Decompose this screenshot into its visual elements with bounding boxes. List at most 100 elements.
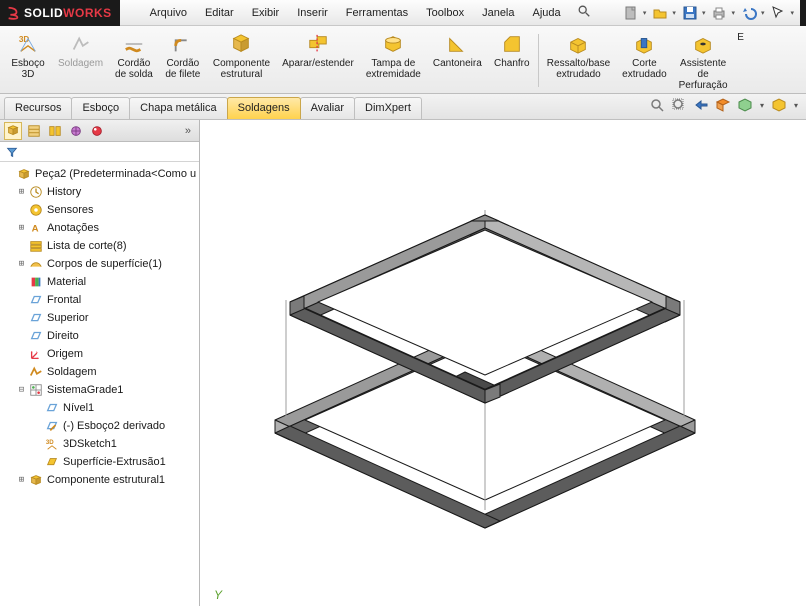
fm-expand-icon[interactable]: » — [181, 125, 195, 137]
tree-node[interactable]: Origem — [2, 345, 199, 363]
ribbon-cordao-filete[interactable]: Cordão de filete — [159, 28, 207, 93]
hole-icon — [691, 32, 715, 56]
menu-toolbox[interactable]: Toolbox — [418, 5, 472, 21]
tab-avaliar[interactable]: Avaliar — [300, 97, 355, 119]
twisty-icon[interactable]: ⊞ — [16, 223, 27, 233]
ribbon-hole-wizard[interactable]: Assistente de Perfuração — [673, 28, 734, 93]
ribbon-cantoneira[interactable]: Cantoneira — [427, 28, 488, 93]
tab-recursos[interactable]: Recursos — [4, 97, 72, 119]
undo-icon[interactable] — [741, 5, 757, 21]
tab-chapa-metalica[interactable]: Chapa metálica — [129, 97, 227, 119]
chamfer-icon — [500, 32, 524, 56]
display-dropdown-icon[interactable]: ▾ — [758, 96, 766, 114]
search-icon[interactable] — [577, 4, 591, 21]
twisty-icon[interactable]: ⊞ — [16, 475, 27, 485]
ribbon-aparar-estender[interactable]: Aparar/estender — [276, 28, 360, 93]
ribbon-tampa-extremidade[interactable]: Tampa de extremidade — [360, 28, 427, 93]
feature-tree: Peça2 (Predeterminada<Como u ⊞ History Sen… — [0, 162, 199, 606]
menu-editar[interactable]: Editar — [197, 5, 242, 21]
tree-node[interactable]: Frontal — [2, 291, 199, 309]
tree-node[interactable]: Superior — [2, 309, 199, 327]
tree-root[interactable]: Peça2 (Predeterminada<Como u — [2, 165, 199, 183]
tree-node[interactable]: Superfície-Extrusão1 — [2, 453, 199, 471]
surface-icon — [28, 256, 44, 272]
menu-janela[interactable]: Janela — [474, 5, 522, 21]
tree-node[interactable]: ⊞AAnotações — [2, 219, 199, 237]
twisty-icon[interactable]: ⊞ — [16, 259, 27, 269]
ribbon-soldagem[interactable]: Soldagem — [52, 28, 109, 93]
open-icon[interactable] — [652, 5, 668, 21]
scene-icon[interactable] — [770, 96, 788, 114]
tree-node[interactable]: ⊟SistemaGrade1 — [2, 381, 199, 399]
feature-manager-tabs: » — [0, 120, 199, 142]
brand-accent: WORKS — [63, 6, 112, 20]
ribbon-cordao-solda[interactable]: Cordão de solda — [109, 28, 159, 93]
gusset-icon — [445, 32, 469, 56]
menu-exibir[interactable]: Exibir — [244, 5, 288, 21]
scene-dropdown-icon[interactable]: ▾ — [792, 96, 800, 114]
fm-tab-config-icon[interactable] — [46, 122, 64, 140]
svg-text:A: A — [32, 224, 39, 235]
quick-access-toolbar: ▾ ▾ ▾ ▾ ▾ ▾ — [623, 5, 800, 21]
ribbon-esboco3d[interactable]: 3D Esboço 3D — [4, 28, 52, 93]
fm-filter-bar[interactable] — [0, 142, 199, 162]
tree-node[interactable]: Sensores — [2, 201, 199, 219]
ribbon-more[interactable]: E — [734, 28, 748, 93]
prev-view-icon[interactable] — [692, 96, 710, 114]
struct-icon — [28, 472, 44, 488]
select-icon[interactable] — [770, 5, 786, 21]
tab-dimxpert[interactable]: DimXpert — [354, 97, 422, 119]
print-icon[interactable] — [711, 5, 727, 21]
tree-label: Superior — [47, 312, 89, 324]
model-view — [200, 120, 806, 606]
tree-label: 3DSketch1 — [63, 438, 117, 450]
zoom-area-icon[interactable] — [670, 96, 688, 114]
tree-node[interactable]: ⊞Corpos de superfície(1) — [2, 255, 199, 273]
twisty-icon[interactable]: ⊟ — [16, 385, 27, 395]
tree-label: Soldagem — [47, 366, 97, 378]
tab-esboco[interactable]: Esboço — [71, 97, 130, 119]
ribbon-label: Ressalto/base extrudado — [547, 58, 610, 80]
ribbon-label: Cordão de solda — [115, 58, 153, 80]
new-doc-icon[interactable] — [623, 5, 639, 21]
menu-ajuda[interactable]: Ajuda — [525, 5, 569, 21]
menu-ferramentas[interactable]: Ferramentas — [338, 5, 416, 21]
tree-label: Componente estrutural1 — [47, 474, 165, 486]
fm-tab-tree-icon[interactable] — [4, 122, 22, 140]
tree-node[interactable]: Direito — [2, 327, 199, 345]
ribbon-chanfro[interactable]: Chanfro — [488, 28, 536, 93]
twisty-icon[interactable]: ⊞ — [16, 187, 27, 197]
tree-node[interactable]: ⊞ Componente estrutural1 — [2, 471, 199, 489]
tree-node[interactable]: (-) Esboço2 derivado — [2, 417, 199, 435]
zoom-fit-icon[interactable] — [648, 96, 666, 114]
tree-label: Frontal — [47, 294, 81, 306]
grid-icon — [28, 382, 44, 398]
tree-label: History — [47, 186, 81, 198]
tree-node[interactable]: ⊞ History — [2, 183, 199, 201]
ribbon-label: Corte extrudado — [622, 58, 666, 80]
tree-node[interactable]: Soldagem — [2, 363, 199, 381]
tree-label: Origem — [47, 348, 83, 360]
ribbon-componente-estrutural[interactable]: Componente estrutural — [207, 28, 276, 93]
menu-inserir[interactable]: Inserir — [289, 5, 336, 21]
graphics-viewport[interactable]: Y — [200, 120, 806, 606]
ribbon-cut[interactable]: Corte extrudado — [616, 28, 672, 93]
fm-tab-dim-icon[interactable] — [67, 122, 85, 140]
tree-node[interactable]: 3D3DSketch1 — [2, 435, 199, 453]
tab-soldagens[interactable]: Soldagens — [227, 97, 301, 119]
history-icon — [28, 184, 44, 200]
tree-node[interactable]: Nível1 — [2, 399, 199, 417]
ribbon-label: E — [737, 32, 744, 43]
tree-node[interactable]: Lista de corte(8) — [2, 237, 199, 255]
sketch3-icon: 3D — [44, 436, 60, 452]
section-view-icon[interactable] — [714, 96, 732, 114]
menu-arquivo[interactable]: Arquivo — [142, 5, 195, 21]
endcap-icon — [381, 32, 405, 56]
fm-tab-property-icon[interactable] — [25, 122, 43, 140]
ribbon-extrude[interactable]: Ressalto/base extrudado — [541, 28, 616, 93]
display-style-icon[interactable] — [736, 96, 754, 114]
save-icon[interactable] — [682, 5, 698, 21]
fm-tab-render-icon[interactable] — [88, 122, 106, 140]
tree-node[interactable]: Material — [2, 273, 199, 291]
app-logo: SOLIDWORKS — [6, 6, 112, 20]
